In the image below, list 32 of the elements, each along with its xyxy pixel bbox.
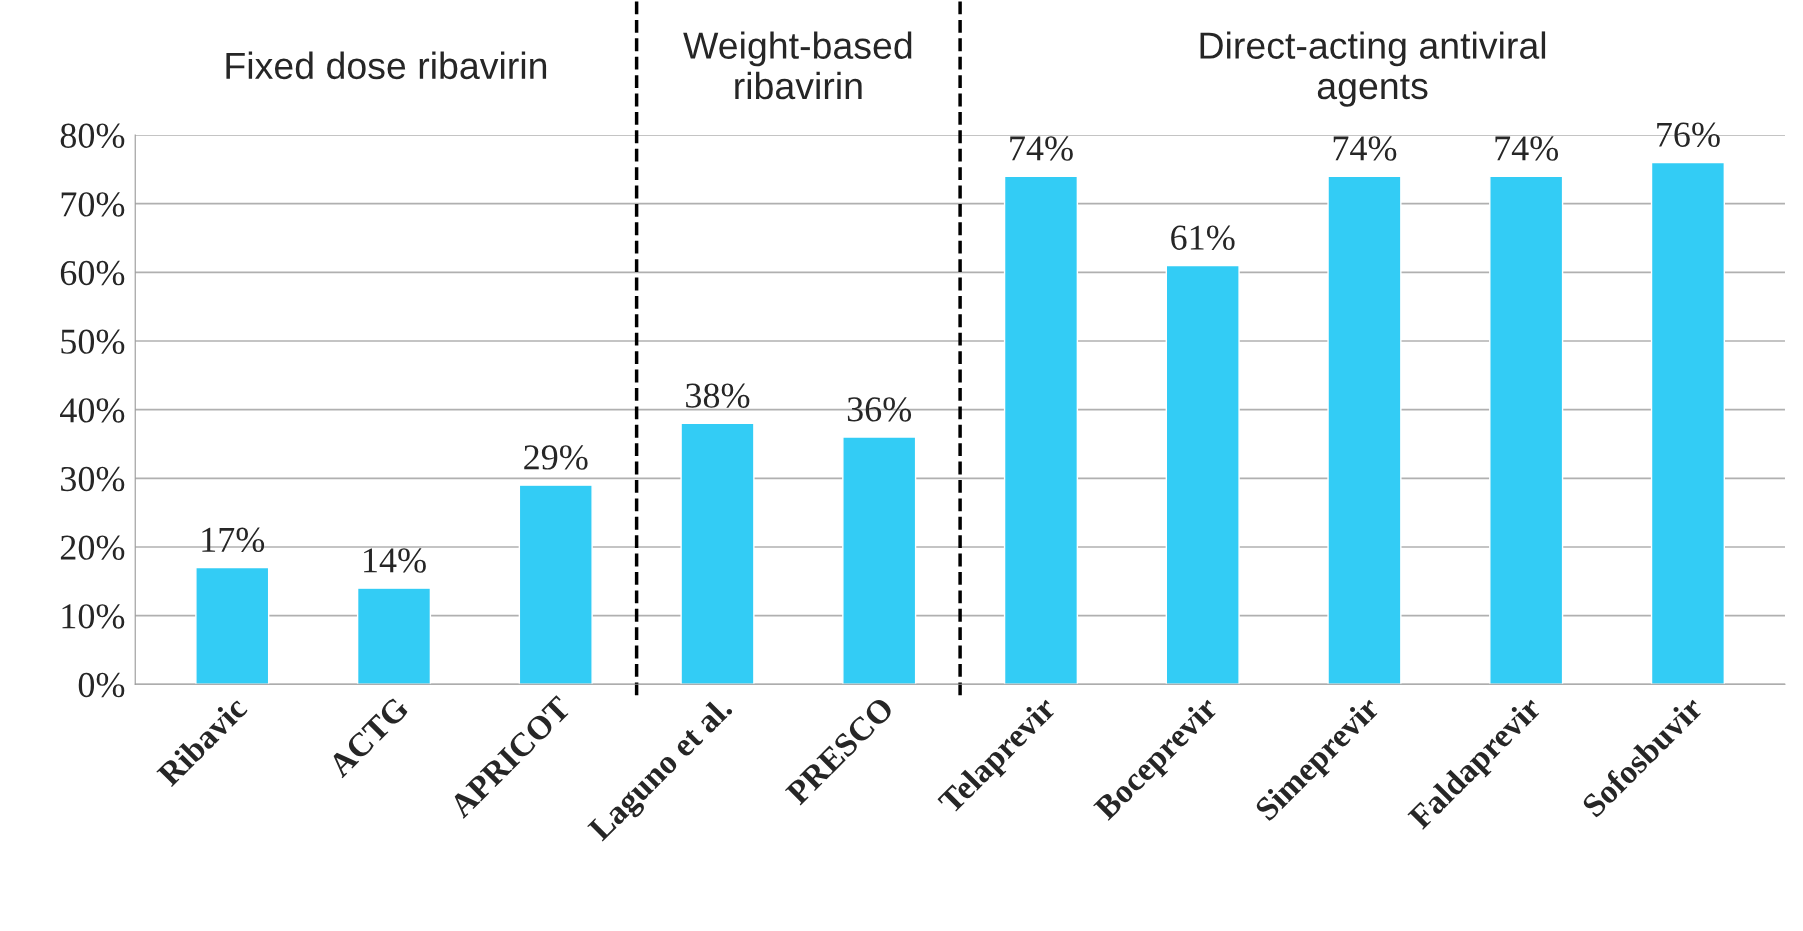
y-tick-label: 10%	[62, 604, 125, 629]
bar	[1327, 175, 1402, 685]
y-tick-label: 0%	[78, 672, 125, 698]
text: Fixed dose ribavirin	[226, 51, 547, 80]
text: Weight-based ribavirin	[683, 31, 912, 100]
y-tick-label: 50%	[61, 329, 125, 354]
bar	[1489, 175, 1564, 685]
data-label: 61%	[1171, 225, 1235, 250]
bar	[680, 422, 755, 685]
text: Direct-acting antiviral agents	[1200, 31, 1546, 107]
bar	[1003, 175, 1079, 685]
y-tick-label: 70%	[61, 192, 125, 217]
data-label: 17%	[202, 527, 265, 553]
data-label: 36%	[847, 397, 912, 422]
data-label: 38%	[686, 383, 750, 408]
bar	[195, 566, 270, 685]
y-tick-label: 40%	[60, 398, 125, 423]
data-label: 76%	[1657, 122, 1720, 147]
data-label: 14%	[364, 548, 426, 573]
y-tick-label: 80%	[60, 123, 125, 148]
y-tick-label: 30%	[61, 466, 125, 492]
bar	[842, 436, 917, 685]
data-label: 74%	[1333, 136, 1397, 161]
y-tick-label: 20%	[60, 535, 125, 560]
bar	[1650, 161, 1726, 685]
bar	[518, 484, 593, 685]
bar	[356, 587, 432, 685]
data-label: 74%	[1495, 136, 1559, 161]
data-label: 74%	[1010, 136, 1073, 161]
y-tick-label: 60%	[60, 260, 125, 286]
data-label: 29%	[524, 445, 588, 470]
bar	[1165, 264, 1240, 685]
